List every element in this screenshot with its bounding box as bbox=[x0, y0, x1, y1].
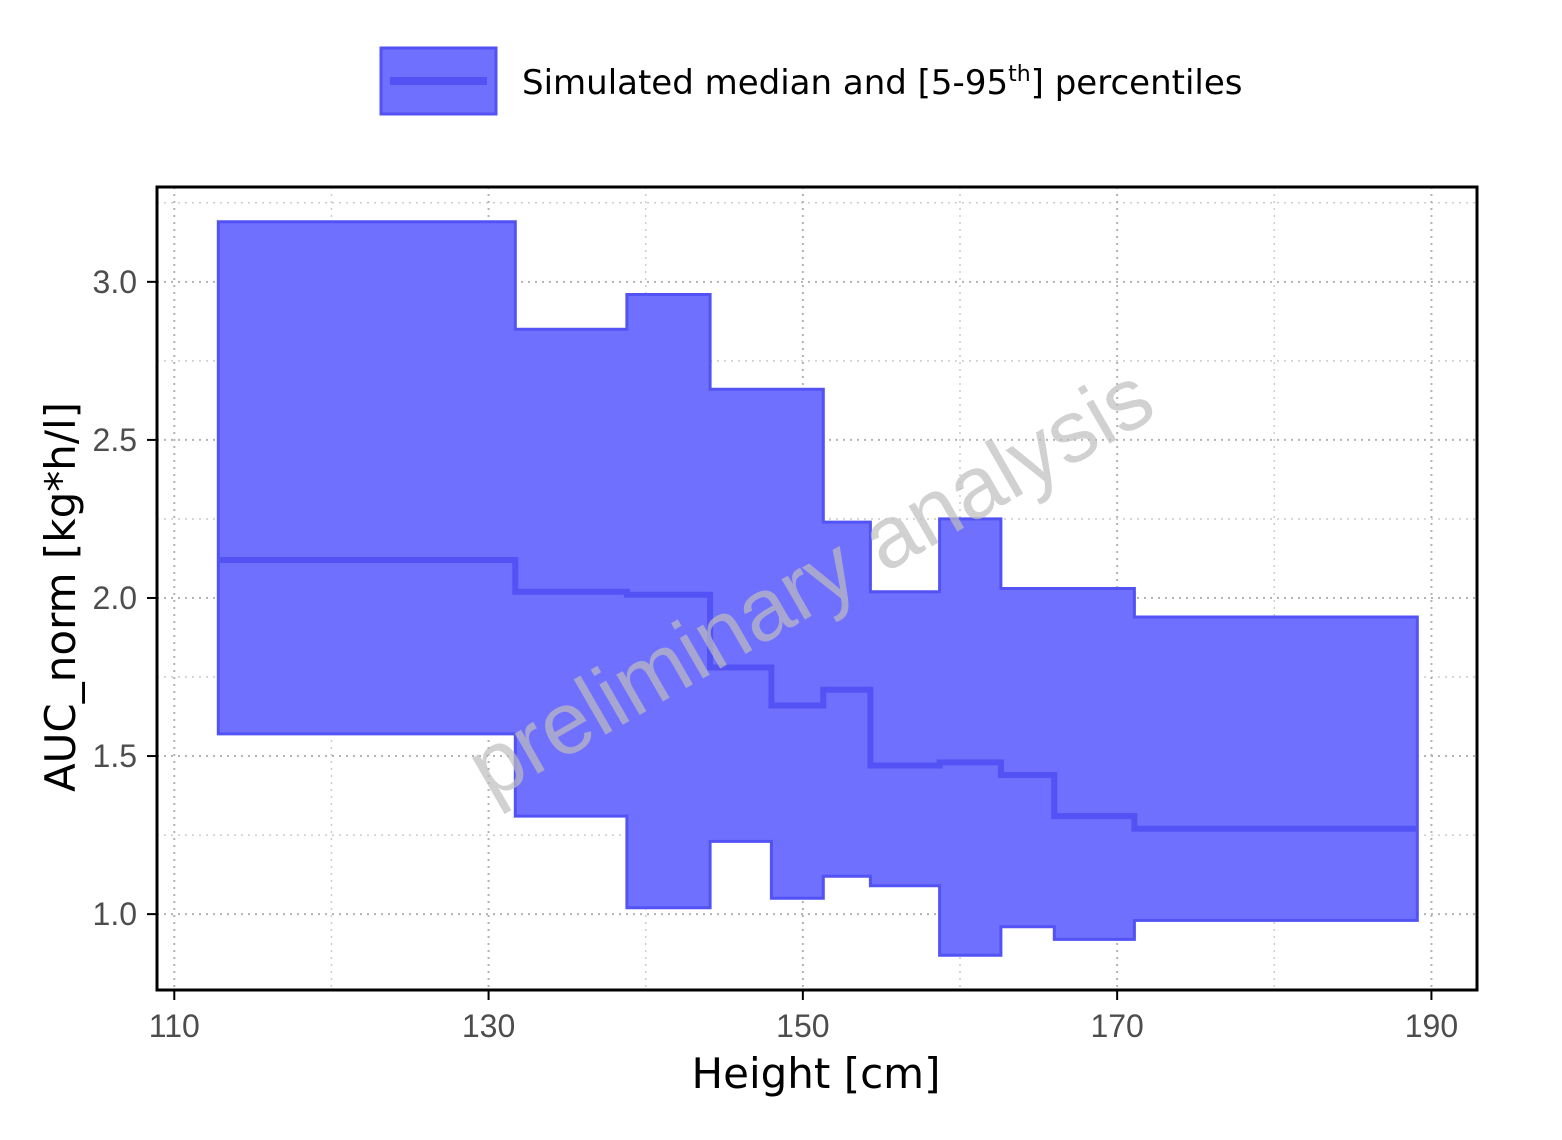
x-tick-label: 170 bbox=[1090, 1008, 1143, 1044]
legend-label-suffix: ] percentiles bbox=[1031, 63, 1243, 103]
y-tick-label: 1.0 bbox=[93, 896, 137, 932]
plot-border bbox=[155, 185, 1479, 992]
median-line-layer bbox=[218, 557, 1418, 832]
y-tick-label: 3.0 bbox=[93, 264, 137, 300]
median-line bbox=[218, 557, 1418, 832]
x-axis-title: Height [cm] bbox=[692, 1049, 941, 1098]
x-tick-label: 150 bbox=[776, 1008, 829, 1044]
y-tick-label: 2.5 bbox=[93, 422, 137, 458]
y-tick-label: 1.5 bbox=[93, 738, 137, 774]
plot-area: preliminary analysis bbox=[155, 185, 1479, 992]
y-axis: 1.0 1.5 2.0 2.5 3.0 bbox=[93, 264, 157, 932]
x-tick-label: 190 bbox=[1405, 1008, 1458, 1044]
percentile-band-layer bbox=[216, 220, 1419, 957]
x-tick-label: 130 bbox=[462, 1008, 515, 1044]
legend-label: Simulated median and [5-95th] percentile… bbox=[522, 62, 1242, 103]
legend-label-prefix: Simulated median and [5-95 bbox=[522, 63, 1008, 103]
x-tick-label: 110 bbox=[149, 1008, 200, 1044]
legend-label-sup: th bbox=[1008, 62, 1031, 87]
x-axis: 110 130 150 170 190 bbox=[149, 990, 1458, 1044]
legend: Simulated median and [5-95th] percentile… bbox=[379, 46, 1242, 116]
y-axis-title: AUC_norm [kg*h/l] bbox=[36, 402, 85, 792]
percentile-band bbox=[216, 220, 1419, 957]
y-tick-label: 2.0 bbox=[93, 580, 137, 616]
